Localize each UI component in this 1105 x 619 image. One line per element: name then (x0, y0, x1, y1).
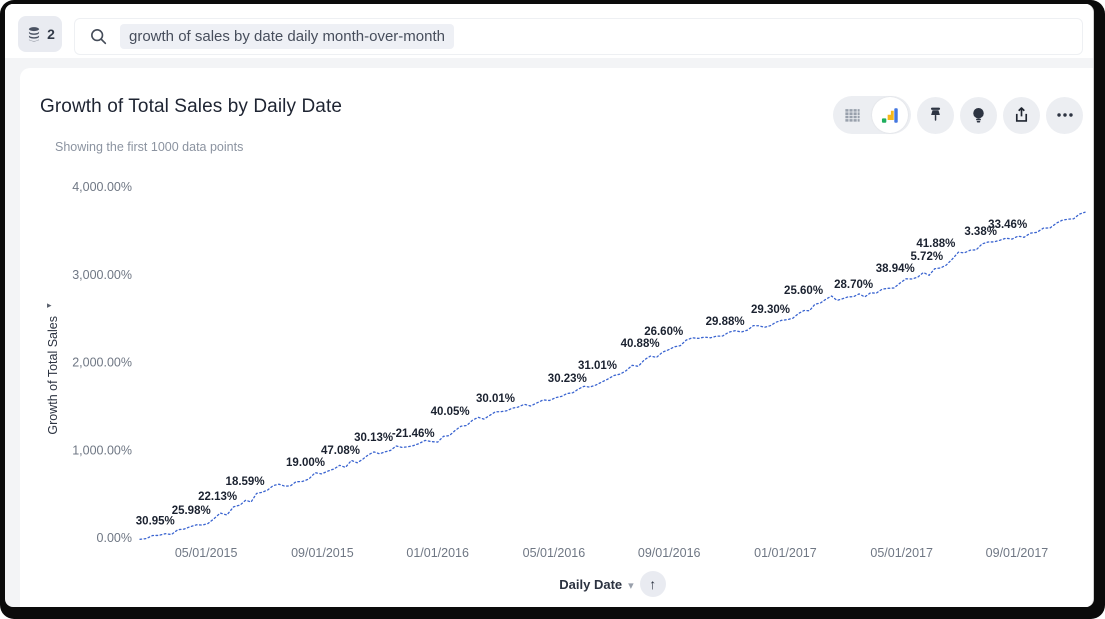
data-point-label: -21.46% (392, 428, 435, 440)
table-view-icon (845, 108, 860, 122)
y-tick-label: 3,000.00% (72, 268, 132, 282)
data-point-label: 47.08% (321, 445, 360, 457)
x-tick-label: 01/01/2016 (406, 546, 469, 560)
more-options-icon (1056, 113, 1073, 117)
search-topbar: 2 growth of sales by date daily month-ov… (5, 4, 1093, 58)
y-tick-label: 4,000.00% (72, 180, 132, 194)
pin-button[interactable] (917, 96, 954, 134)
sort-ascending-button[interactable]: ↑ (639, 571, 666, 597)
y-axis-title[interactable]: ▸ Growth of Total Sales (44, 298, 64, 448)
share-icon (1015, 106, 1028, 122)
data-point-label: 40.05% (431, 406, 470, 418)
data-point-label: 18.59% (226, 476, 265, 488)
data-point-label: 33.46% (988, 219, 1027, 231)
x-tick-label: 09/01/2016 (638, 546, 701, 560)
growth-line-series[interactable] (139, 211, 1086, 540)
y-tick-label: 1,000.00% (72, 443, 132, 457)
data-point-label: 30.01% (476, 393, 515, 405)
data-point-label: 19.00% (286, 457, 325, 469)
chart-title: Growth of Total Sales by Daily Date (40, 96, 343, 117)
data-point-label: 5.72% (910, 251, 943, 263)
data-sources-chip[interactable]: 2 (18, 16, 62, 52)
sort-arrow-icon: ↑ (649, 576, 657, 592)
search-icon (91, 29, 107, 45)
data-point-label: 25.60% (784, 285, 823, 297)
pin-icon (930, 107, 941, 121)
y-tick-label: 0.00% (97, 531, 132, 545)
chart-toolbar (833, 96, 1083, 134)
chart-view-icon (881, 107, 898, 123)
x-tick-label: 05/01/2016 (523, 546, 586, 560)
data-point-label: 30.95% (136, 516, 175, 528)
data-point-label: 25.98% (172, 505, 211, 517)
data-point-label: 28.70% (834, 279, 873, 291)
data-point-label: 30.23% (548, 373, 587, 385)
data-point-label: 29.88% (706, 316, 745, 328)
more-options-button[interactable] (1046, 96, 1083, 134)
x-axis-control: Daily Date ▾ ↑ (140, 571, 1085, 597)
data-point-label: 26.60% (644, 326, 683, 338)
data-point-label: 41.88% (916, 238, 955, 250)
line-chart: 0.00% 1,000.00% 2,000.00% 3,000.00% 4,000.00… (72, 180, 1086, 560)
x-tick-label: 05/01/2015 (175, 546, 238, 560)
view-toggle (833, 96, 911, 134)
x-axis-label[interactable]: Daily Date (559, 576, 623, 592)
y-axis-label: Growth of Total Sales (46, 316, 60, 435)
data-point-label: 22.13% (198, 491, 237, 503)
app-window: 2 growth of sales by date daily month-ov… (5, 4, 1094, 607)
data-points-note: Showing the first 1000 data points (55, 140, 244, 154)
search-input[interactable]: growth of sales by date daily month-over… (74, 18, 1083, 55)
chevron-down-icon[interactable]: ▾ (628, 579, 634, 592)
chart-view-button[interactable] (872, 97, 908, 133)
answer-card: Growth of Total Sales by Daily Date Show… (20, 68, 1093, 607)
database-icon (29, 27, 40, 42)
search-query-token[interactable]: growth of sales by date daily month-over… (120, 24, 454, 49)
y-tick-label: 2,000.00% (72, 356, 132, 370)
x-tick-label: 05/01/2017 (870, 546, 933, 560)
data-point-label: 40.88% (621, 338, 660, 350)
table-view-button[interactable] (833, 96, 872, 134)
data-point-label: 31.01% (578, 360, 617, 372)
share-button[interactable] (1003, 96, 1040, 134)
data-source-count: 2 (47, 26, 55, 42)
data-point-label: 30.13% (354, 432, 393, 444)
data-point-label: 3.38% (964, 226, 997, 238)
x-tick-label: 09/01/2015 (291, 546, 354, 560)
insights-button[interactable] (960, 96, 997, 134)
axis-menu-arrow-icon: ▸ (47, 300, 52, 310)
data-point-label: 29.30% (751, 304, 790, 316)
data-point-label: 38.94% (876, 263, 915, 275)
x-tick-label: 09/01/2017 (986, 546, 1049, 560)
x-tick-label: 01/01/2017 (754, 546, 817, 560)
lightbulb-icon (973, 107, 984, 122)
